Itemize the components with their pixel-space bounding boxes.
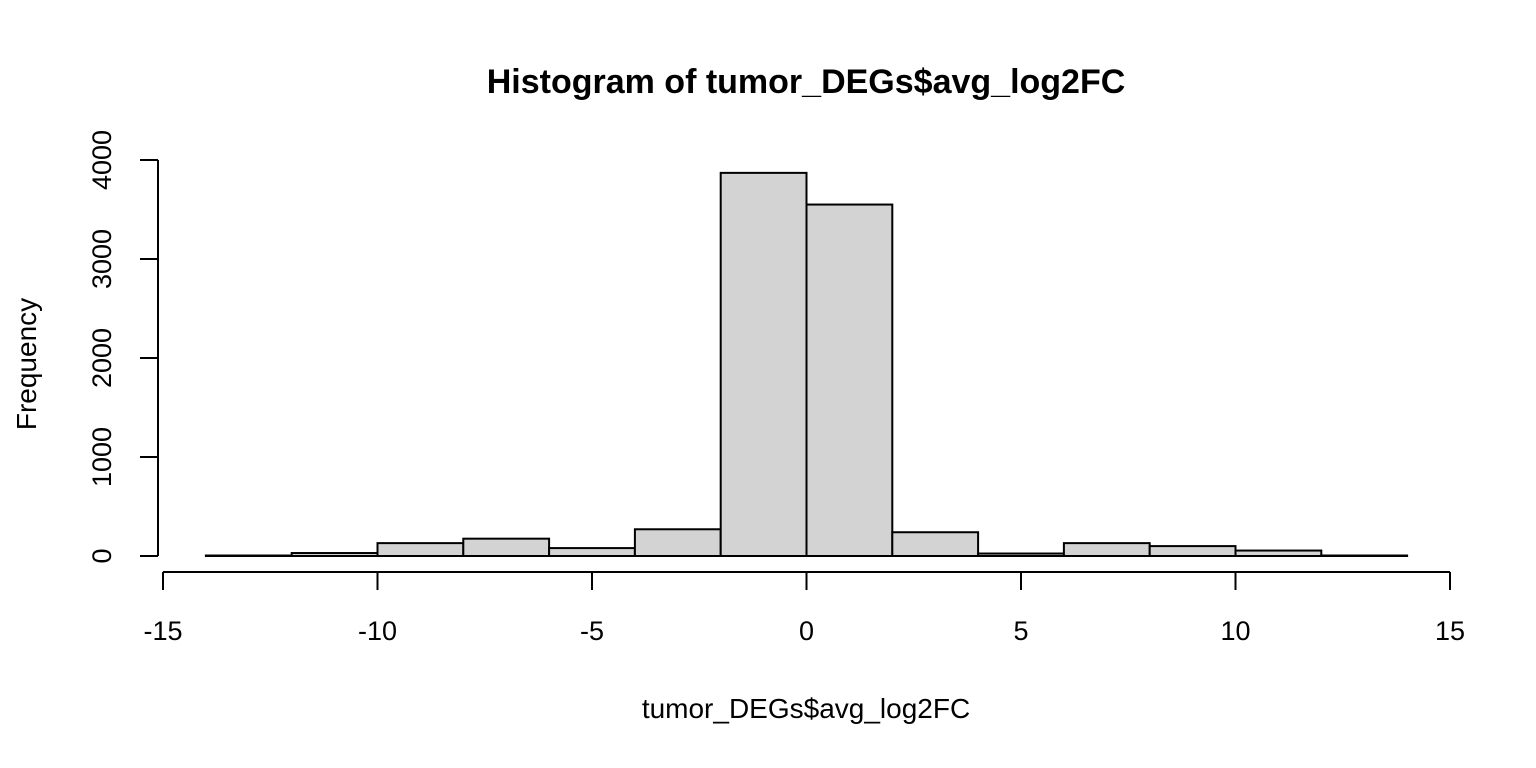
chart-title: Histogram of tumor_DEGs$avg_log2FC [487,63,1126,101]
x-axis-label: tumor_DEGs$avg_log2FC [642,693,970,724]
y-axis-label: Frequency [11,298,42,430]
bars-group [204,171,1409,558]
histogram-bar [548,547,636,558]
histogram-bar [1062,542,1151,558]
histogram-bar [376,542,465,558]
x-tick-label: 15 [1435,616,1465,646]
histogram-bar [1234,549,1323,557]
x-axis: -15 -10 -5 0 5 10 15 [143,571,1465,646]
y-tick-label: 1000 [87,427,117,487]
y-tick-label: 3000 [87,229,117,289]
histogram-bar [462,537,551,557]
histogram-bar [719,171,808,557]
histogram-bar [290,552,379,558]
histogram-bar [633,528,722,558]
x-tick-label: 5 [1013,616,1028,646]
y-tick-label: 4000 [87,130,117,190]
histogram-bar [977,552,1065,558]
x-tick-label: 0 [799,616,814,646]
y-tick-label: 2000 [87,328,117,388]
histogram-bar [805,203,894,558]
histogram-bar [1148,545,1237,557]
x-tick-label: -5 [580,616,604,646]
x-tick-label: -15 [143,616,182,646]
histogram-bar [891,531,980,557]
y-tick-label: 0 [87,548,117,563]
x-tick-label: -10 [358,616,397,646]
x-tick-label: 10 [1220,616,1250,646]
y-axis: 0 1000 2000 3000 4000 [87,130,159,564]
